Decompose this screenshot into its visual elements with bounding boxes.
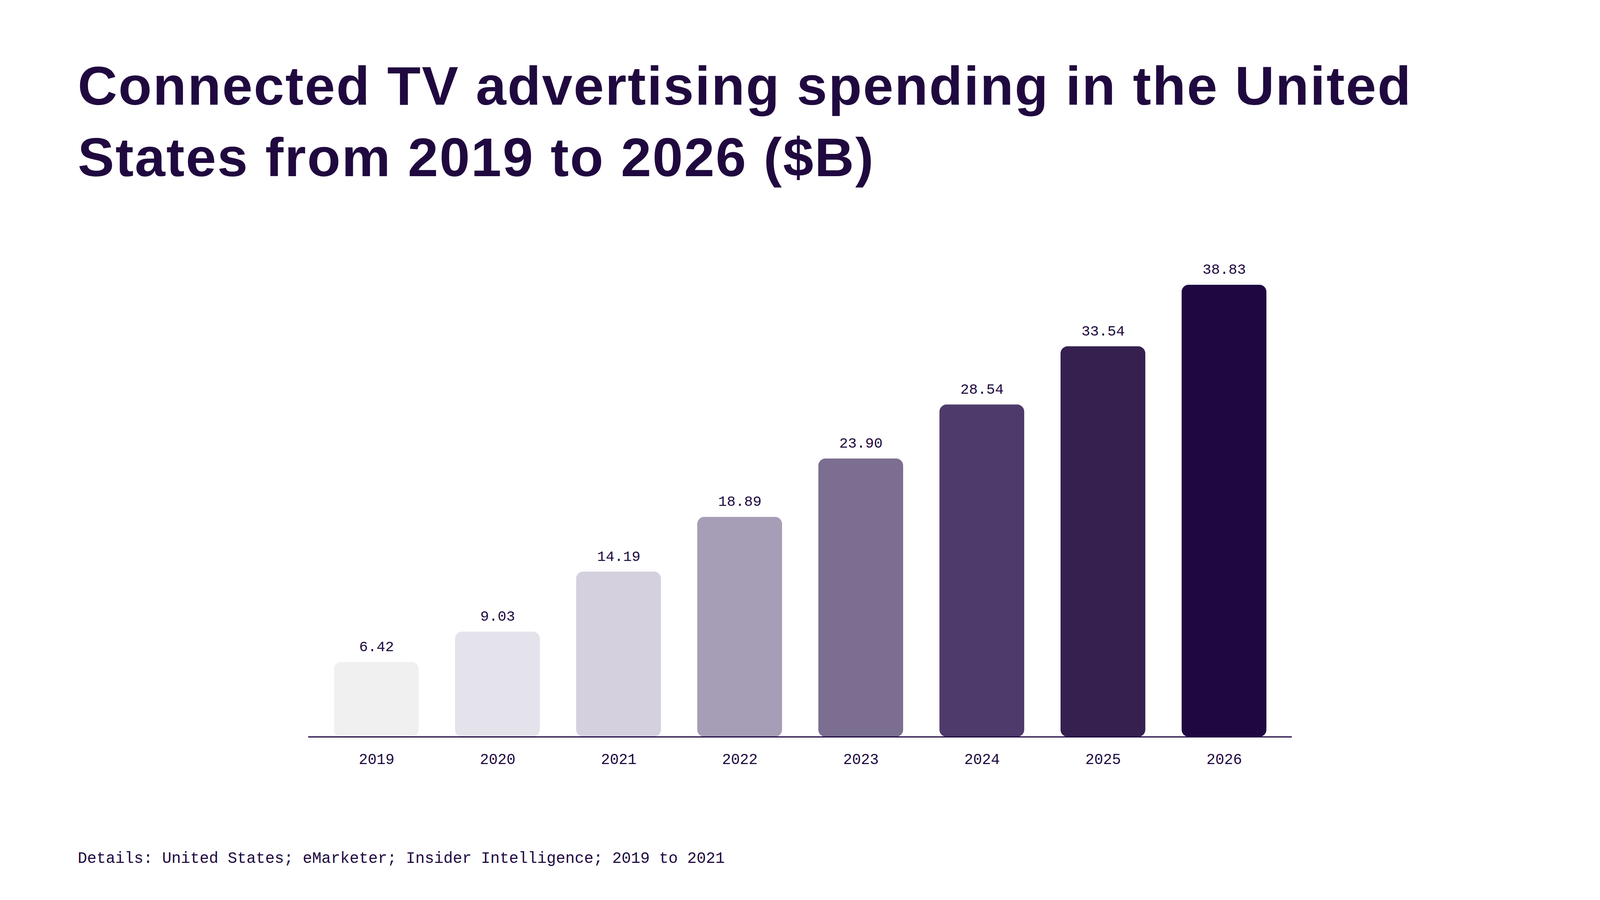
svg-text:2019: 2019 <box>358 751 395 769</box>
svg-text:2020: 2020 <box>479 751 516 769</box>
svg-text:14.19: 14.19 <box>596 548 641 566</box>
svg-text:2025: 2025 <box>1085 751 1121 769</box>
svg-text:2024: 2024 <box>964 751 1000 769</box>
svg-text:9.03: 9.03 <box>480 608 516 625</box>
html-text:Details: United States; eMarke: Details: United States; eMarketer; Insid… <box>77 850 725 868</box>
svg-text:38.83: 38.83 <box>1202 261 1246 279</box>
svg-text:2026: 2026 <box>1206 751 1242 769</box>
svg-text:2022: 2022 <box>721 751 758 769</box>
svg-text:2023: 2023 <box>842 751 879 769</box>
svg-text:18.89: 18.89 <box>717 493 762 511</box>
html-text:Connected TV advertising spend: Connected TV advertising spending in the… <box>77 55 1412 188</box>
svg-text:6.42: 6.42 <box>359 639 395 656</box>
svg-text:33.54: 33.54 <box>1081 323 1125 340</box>
svg-text:2021: 2021 <box>600 751 637 769</box>
svg-text:23.90: 23.90 <box>839 435 883 452</box>
svg-text:28.54: 28.54 <box>960 381 1004 399</box>
